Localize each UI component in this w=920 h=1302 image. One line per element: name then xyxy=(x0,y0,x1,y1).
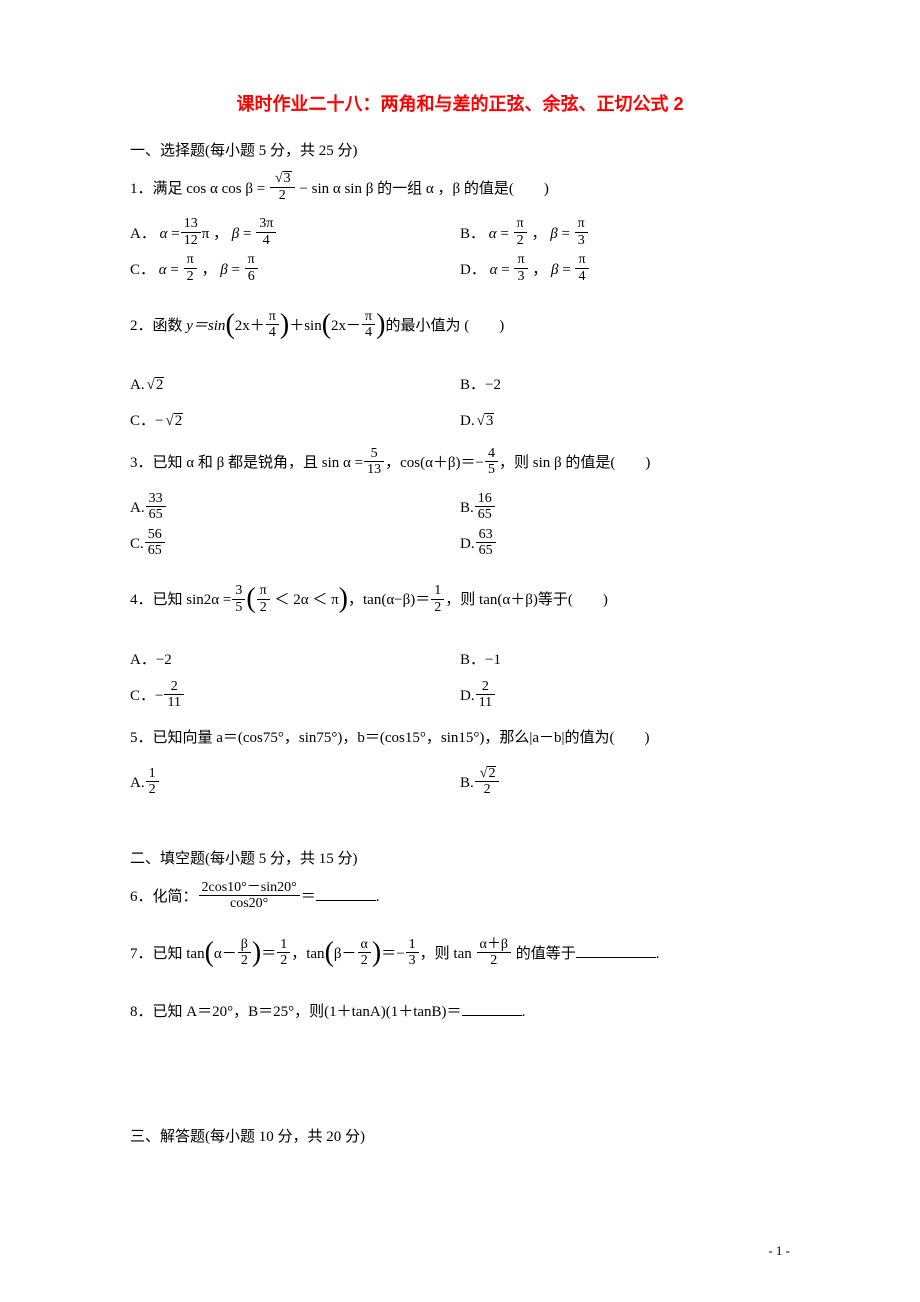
q1-opt-b: B． α = π2 ， β = π3 xyxy=(460,216,790,252)
q2-opt-a: A.2 xyxy=(130,367,460,403)
q1-stem-post: − sin α sin β 的一组 α ，β 的值是( ) xyxy=(296,181,549,197)
q5-opt-a: A.12 xyxy=(130,765,460,801)
q2-options: A.2 B．−2 C．−2 D.3 xyxy=(130,367,790,439)
q1-frac: 32 xyxy=(270,171,295,203)
q4-opt-a: A．−2 xyxy=(130,642,460,678)
rparen-icon: ) xyxy=(280,294,289,356)
q4-opt-d: D.211 xyxy=(460,678,790,714)
q2-opt-c: C．−2 xyxy=(130,403,460,439)
section2-heading: 二、填空题(每小题 5 分，共 15 分) xyxy=(130,847,790,871)
page-title: 课时作业二十八：两角和与差的正弦、余弦、正切公式 2 xyxy=(130,90,790,119)
q1-stem-pre: 1．满足 cos α cos β = xyxy=(130,181,269,197)
blank-input xyxy=(576,942,656,958)
page-number: - 1 - xyxy=(768,1241,790,1262)
q1-opt-a: A． α =1312π ， β = 3π4 xyxy=(130,216,460,252)
q3-options: A.3365 B.1665 C.5665 D.6365 xyxy=(130,490,790,562)
question-8: 8．已知 A＝20°，B＝25°，则(1＋tanA)(1＋tanB)＝. xyxy=(130,996,790,1029)
q3-opt-c: C.5665 xyxy=(130,526,460,562)
q3-opt-a: A.3365 xyxy=(130,490,460,526)
question-3: 3．已知 α 和 β 都是锐角，且 sin α =513，cos(α＋β)＝−4… xyxy=(130,447,790,480)
q4-options: A．−2 B．−1 C．−211 D.211 xyxy=(130,642,790,714)
q2-opt-d: D.3 xyxy=(460,403,790,439)
question-7: 7．已知 tan(α－β2)＝12，tan(β－α2)＝−13，则 tan α＋… xyxy=(130,924,790,986)
question-6: 6．化简：2cos10°－sin20°cos20°＝. xyxy=(130,881,790,914)
question-4: 4．已知 sin2α =35(π2 ＜ 2α ＜ π)，tan(α−β)＝12，… xyxy=(130,570,790,632)
question-1: 1．满足 cos α cos β = 32 − sin α sin β 的一组 … xyxy=(130,173,790,206)
section1-heading: 一、选择题(每小题 5 分，共 25 分) xyxy=(130,139,790,163)
q4-opt-c: C．−211 xyxy=(130,678,460,714)
q5-opt-b: B.22 xyxy=(460,765,790,801)
blank-input xyxy=(316,885,376,901)
page: 课时作业二十八：两角和与差的正弦、余弦、正切公式 2 一、选择题(每小题 5 分… xyxy=(0,0,920,1302)
q5-options: A.12 B.22 xyxy=(130,765,790,801)
question-2: 2．函数 y＝sin(2x＋π4)＋sin(2x－π4)的最小值为 ( ) xyxy=(130,296,790,358)
lparen-icon: ( xyxy=(225,294,234,356)
q2-opt-b: B．−2 xyxy=(460,367,790,403)
q1-opt-c: C． α = π2 ， β = π6 xyxy=(130,252,460,288)
q1-opt-d: D． α = π3 ， β = π4 xyxy=(460,252,790,288)
sqrt-icon: 3 xyxy=(273,171,292,186)
q4-opt-b: B．−1 xyxy=(460,642,790,678)
question-5: 5．已知向量 a＝(cos75°，sin75°)，b＝(cos15°，sin15… xyxy=(130,722,790,755)
blank-input xyxy=(462,1000,522,1016)
q1-options: A． α =1312π ， β = 3π4 B． α = π2 ， β = π3… xyxy=(130,216,790,288)
q3-opt-b: B.1665 xyxy=(460,490,790,526)
section3-heading: 三、解答题(每小题 10 分，共 20 分) xyxy=(130,1125,790,1149)
q3-opt-d: D.6365 xyxy=(460,526,790,562)
